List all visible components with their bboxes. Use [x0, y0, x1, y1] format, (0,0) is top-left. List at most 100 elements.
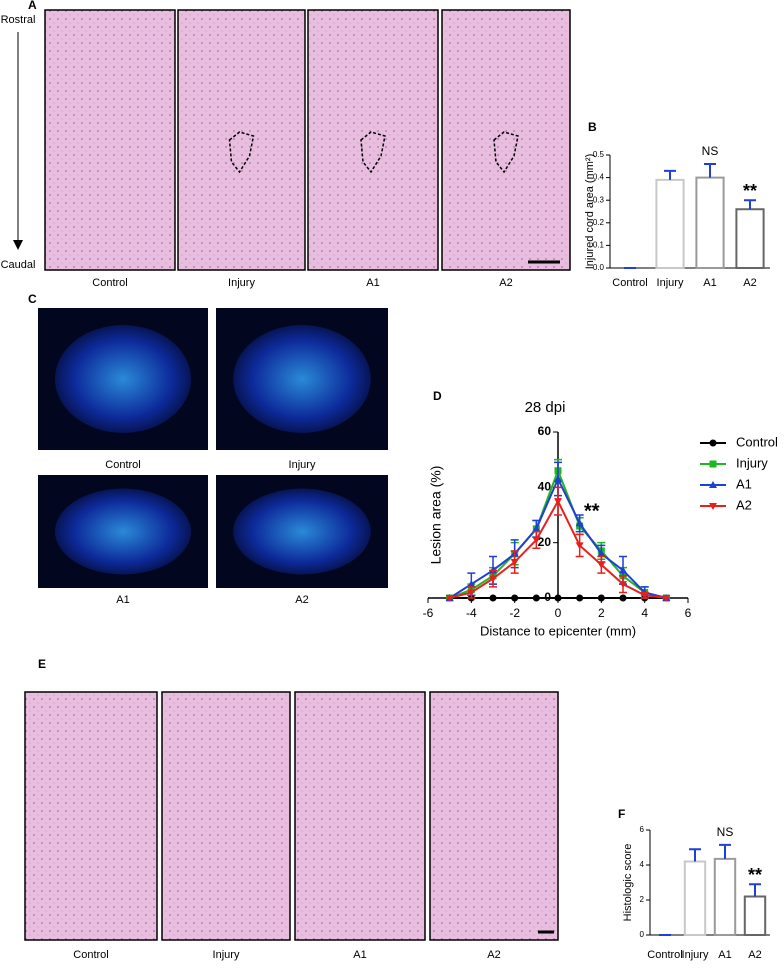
point [619, 566, 627, 574]
image-caption: Injury [228, 277, 255, 289]
point [532, 524, 541, 532]
point [489, 575, 497, 583]
point [597, 594, 605, 602]
x-tick-label: Control [647, 949, 682, 961]
y-axis-label: Injured cord area (mm²) [584, 154, 596, 270]
histology-image [161, 691, 291, 941]
y-tick-label: 60 [538, 424, 552, 438]
image-grid: Control Injury A1 A2 [38, 308, 388, 606]
point [619, 581, 627, 589]
lesion-outline [228, 131, 255, 174]
image-caption: A1 [353, 949, 366, 961]
image-row: Control Injury A1 A2 [24, 691, 559, 961]
histology-image [441, 9, 571, 271]
x-tick-label: 2 [598, 606, 605, 620]
y-tick-label: 40 [538, 480, 552, 494]
y-tick-label: 0.2 [593, 218, 605, 227]
y-axis-label: Histologic score [622, 844, 634, 922]
chart-title: 28 dpi [525, 399, 566, 416]
point [532, 594, 540, 602]
legend-label: Control [736, 434, 778, 449]
arrow-head [13, 240, 23, 250]
panel-label: D [433, 389, 442, 403]
y-tick-label: 6 [640, 825, 645, 834]
legend-label: A1 [736, 476, 752, 491]
point [597, 549, 606, 557]
mri-section [55, 325, 191, 433]
error-bar [719, 843, 731, 859]
histology-image [44, 9, 176, 271]
significance-label: ** [748, 865, 762, 885]
x-tick-label: 0 [555, 606, 562, 620]
panel-label: A [28, 0, 37, 12]
x-tick-label: -4 [466, 606, 477, 620]
axis-label: Caudal [1, 259, 36, 271]
x-tick-label: Control [612, 277, 647, 289]
point [445, 595, 454, 602]
bar [695, 176, 725, 270]
x-tick-label: Injury [682, 949, 709, 961]
point [467, 589, 476, 597]
point [662, 595, 671, 602]
x-tick-label: 6 [685, 606, 692, 620]
x-axis-label: Distance to epicenter (mm) [480, 623, 636, 638]
x-tick-label: A1 [703, 277, 716, 289]
legend-label: Injury [736, 455, 768, 470]
image-caption: Control [92, 277, 127, 289]
histology-image [24, 691, 158, 941]
image-caption: Injury [289, 459, 316, 471]
legend-marker [709, 481, 717, 488]
mri-section [233, 325, 371, 433]
y-tick-label: 2 [640, 895, 645, 904]
point [619, 594, 627, 602]
point [640, 592, 649, 600]
y-tick-label: 20 [538, 535, 552, 549]
panel-label: F [618, 807, 625, 821]
lesion-outline [493, 131, 519, 174]
point [467, 580, 476, 588]
significance-label: NS [702, 144, 719, 158]
image-caption: A2 [295, 594, 308, 606]
y-tick-label: 0.4 [593, 173, 605, 182]
mri-section [233, 488, 371, 575]
image-caption: Injury [213, 949, 240, 961]
x-tick-label: -2 [509, 606, 520, 620]
point [554, 475, 562, 483]
y-axis-label: Lesion area (%) [428, 466, 444, 565]
histology-image [177, 9, 306, 271]
bar [743, 895, 767, 936]
error-bar [704, 163, 716, 178]
image-caption: Control [73, 949, 108, 961]
bar [655, 178, 685, 269]
point [489, 594, 497, 602]
point [575, 542, 584, 550]
x-tick-label: 4 [641, 606, 648, 620]
y-tick-label: 0.0 [593, 263, 605, 272]
mri-section [55, 488, 191, 575]
significance-label: ** [584, 501, 600, 523]
image-caption: A2 [499, 277, 512, 289]
legend-marker [709, 460, 717, 468]
point [511, 594, 519, 602]
image-caption: Control [105, 459, 140, 471]
point [576, 594, 584, 602]
x-tick-label: -6 [423, 606, 434, 620]
bar [735, 208, 765, 270]
y-tick-label: 0.1 [593, 241, 605, 250]
image-caption: A1 [116, 594, 129, 606]
y-tick-label: 0.5 [593, 150, 605, 159]
significance-label: NS [717, 825, 734, 839]
y-tick-label: 0 [640, 930, 645, 939]
y-tick-label: 0.3 [593, 195, 605, 204]
panel-label: C [28, 292, 37, 306]
bar [683, 860, 707, 936]
point [554, 498, 562, 506]
histology-image [429, 691, 559, 941]
point [532, 536, 541, 544]
x-tick-label: A2 [743, 277, 756, 289]
bar [713, 857, 737, 936]
y-tick-label: 4 [640, 860, 645, 869]
x-tick-label: A1 [718, 949, 731, 961]
x-tick-label: Injury [657, 277, 684, 289]
